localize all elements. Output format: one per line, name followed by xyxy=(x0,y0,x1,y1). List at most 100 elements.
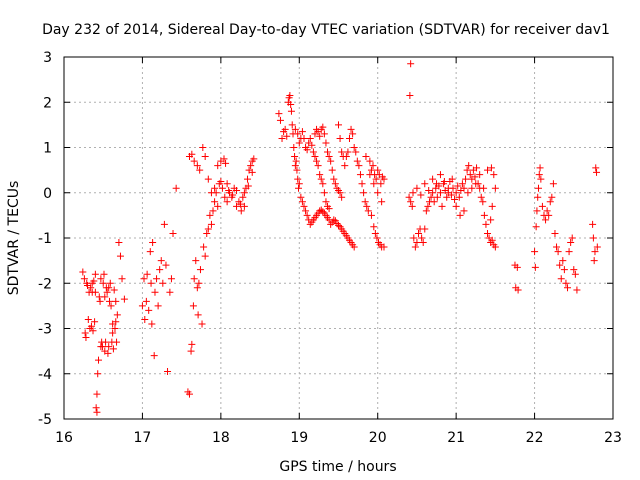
data-point-marker xyxy=(452,189,460,197)
data-point-marker xyxy=(188,150,196,158)
data-point-marker xyxy=(220,155,228,163)
data-point-marker xyxy=(149,239,157,247)
data-point-marker xyxy=(190,275,198,283)
data-point-marker xyxy=(344,148,352,156)
data-point-marker xyxy=(436,189,444,197)
data-point-marker xyxy=(93,390,101,398)
data-point-marker xyxy=(160,220,168,228)
data-point-marker xyxy=(287,107,295,115)
data-point-marker xyxy=(196,266,204,274)
data-point-marker xyxy=(248,168,256,176)
data-point-marker xyxy=(156,266,164,274)
data-point-marker xyxy=(543,207,551,215)
data-point-marker xyxy=(169,229,177,237)
data-point-marker xyxy=(138,302,146,310)
data-point-marker xyxy=(200,243,208,251)
data-point-marker xyxy=(218,184,226,192)
data-point-marker xyxy=(338,193,346,201)
data-point-marker xyxy=(568,234,576,242)
data-point-marker xyxy=(211,198,219,206)
x-tick-label: 18 xyxy=(212,430,230,446)
data-point-marker xyxy=(308,141,316,149)
data-point-marker xyxy=(320,189,328,197)
x-tick-label: 16 xyxy=(55,430,73,446)
data-point-marker xyxy=(233,202,241,210)
data-point-marker xyxy=(319,180,327,188)
chart-title: Day 232 of 2014, Sidereal Day-to-day VTE… xyxy=(42,22,610,38)
data-point-marker xyxy=(514,286,522,294)
data-point-marker xyxy=(185,390,193,398)
data-point-marker xyxy=(225,186,233,194)
data-point-marker xyxy=(564,284,572,292)
data-point-marker xyxy=(380,243,388,251)
data-point-marker xyxy=(154,302,162,310)
data-point-marker xyxy=(350,243,358,251)
data-point-marker xyxy=(488,202,496,210)
data-point-marker xyxy=(545,211,553,219)
data-point-marker xyxy=(223,180,231,188)
data-point-marker xyxy=(109,329,117,337)
data-point-marker xyxy=(534,193,542,201)
data-point-marker xyxy=(244,182,252,190)
data-point-marker xyxy=(91,318,99,326)
data-point-marker xyxy=(302,207,310,215)
data-point-marker xyxy=(118,275,126,283)
data-point-marker xyxy=(84,315,92,323)
data-point-marker xyxy=(203,229,211,237)
data-point-marker xyxy=(360,189,368,197)
data-point-marker xyxy=(319,123,327,131)
data-point-marker xyxy=(110,286,118,294)
data-point-marker xyxy=(456,211,464,219)
data-point-marker xyxy=(589,234,597,242)
data-point-marker xyxy=(166,288,174,296)
data-point-marker xyxy=(417,191,425,199)
data-point-marker xyxy=(87,284,95,292)
data-point-marker xyxy=(214,162,222,170)
data-point-marker xyxy=(553,243,561,251)
data-point-marker xyxy=(341,162,349,170)
data-point-marker xyxy=(140,275,148,283)
data-point-marker xyxy=(102,338,110,346)
data-point-marker xyxy=(278,134,286,142)
data-point-marker xyxy=(107,302,115,310)
data-point-marker xyxy=(536,164,544,172)
data-point-marker xyxy=(476,171,484,179)
data-point-marker xyxy=(556,261,564,269)
data-point-marker xyxy=(100,270,108,278)
data-point-marker xyxy=(407,60,415,68)
data-point-marker xyxy=(473,164,481,172)
data-point-marker xyxy=(491,243,499,251)
data-point-marker xyxy=(353,157,361,165)
data-point-marker xyxy=(290,144,298,151)
data-point-marker xyxy=(405,193,413,201)
data-point-marker xyxy=(188,340,196,348)
data-point-marker xyxy=(331,180,339,188)
x-tick-label: 23 xyxy=(604,430,622,446)
data-point-marker xyxy=(148,320,156,328)
data-point-marker xyxy=(295,184,303,192)
data-point-marker xyxy=(406,91,414,99)
data-point-marker xyxy=(322,139,330,147)
y-tick-label: 2 xyxy=(43,95,52,111)
data-point-marker xyxy=(367,211,375,219)
data-point-marker xyxy=(407,198,415,206)
data-point-marker xyxy=(201,153,209,161)
data-point-marker xyxy=(464,189,472,197)
data-point-marker xyxy=(419,239,427,247)
data-point-marker xyxy=(306,134,314,142)
data-point-marker xyxy=(101,293,109,301)
data-point-marker xyxy=(482,220,490,228)
data-point-marker xyxy=(449,184,457,192)
data-point-marker xyxy=(433,193,441,201)
data-point-marker xyxy=(347,125,355,133)
data-point-marker xyxy=(317,206,325,214)
data-point-marker xyxy=(567,239,575,247)
data-point-marker xyxy=(196,166,204,174)
data-point-marker xyxy=(324,148,332,156)
data-point-marker xyxy=(413,239,421,247)
y-tick-label: 1 xyxy=(43,141,52,157)
data-point-marker xyxy=(291,125,299,133)
x-tick-label: 21 xyxy=(447,430,465,446)
data-point-marker xyxy=(444,189,452,197)
data-point-marker xyxy=(378,198,386,206)
